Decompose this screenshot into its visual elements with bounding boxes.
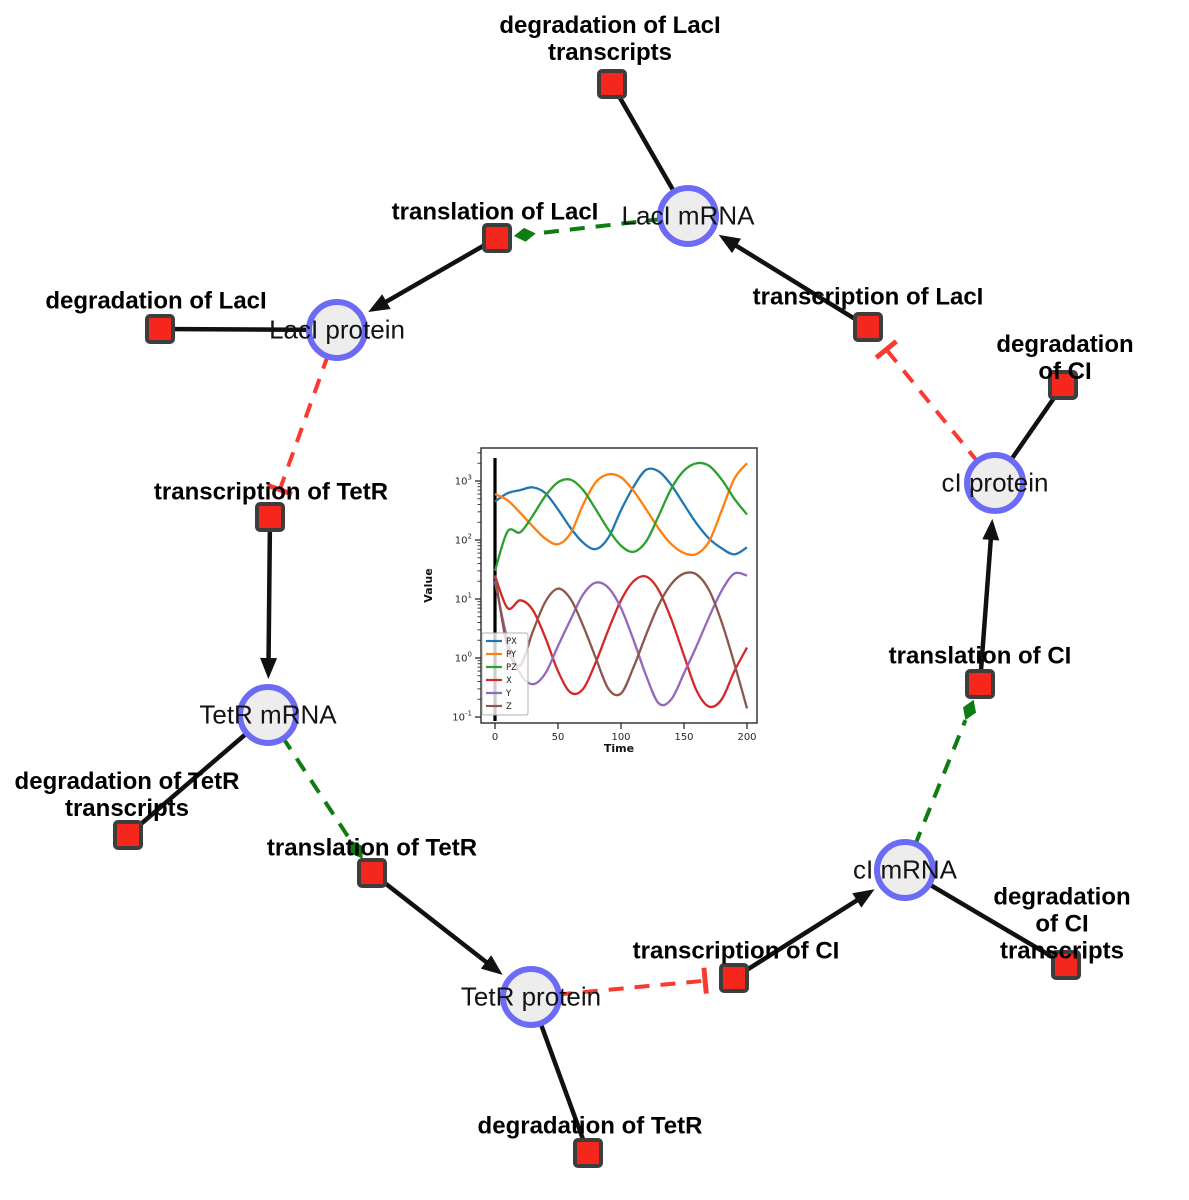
y-tick-label: 103 [455, 474, 472, 488]
y-tick-label: 10-1 [452, 710, 472, 724]
series-Z [493, 571, 749, 709]
modifier-diamond [963, 699, 977, 721]
arrowhead [480, 955, 503, 975]
reaction-node-translation-laci[interactable] [482, 223, 512, 253]
reaction-label-transcription-laci: transcription of LacI [752, 283, 984, 311]
edge-translation-ci-to-ci-protein [977, 518, 1000, 685]
edge-laci-mrna-to-translation-laci [513, 214, 689, 242]
x-tick-label: 150 [674, 732, 693, 743]
reaction-node-deg-tetr[interactable] [573, 1138, 603, 1168]
reaction-label-deg-ci-transcripts: degradation of CI transcripts [993, 883, 1131, 965]
species-label-ci-protein: cI protein [941, 467, 1049, 498]
y-tick-label: 100 [455, 651, 472, 665]
edge-tetr-mrna-to-translation-tetr [266, 713, 363, 859]
edge-ci-mrna-to-deg-ci-transcripts [903, 868, 1068, 967]
species-label-ci-mrna: cI mRNA [853, 854, 957, 885]
x-tick-label: 50 [552, 732, 565, 743]
series-PZ [493, 461, 748, 572]
reaction-label-transcription-tetr: transcription of TetR [153, 478, 389, 506]
reaction-node-transcription-laci[interactable] [853, 312, 883, 342]
reaction-label-deg-tetr: degradation of TetR [477, 1112, 703, 1140]
species-label-tetr-protein: TetR protein [460, 981, 602, 1012]
axes-box [480, 447, 758, 724]
x-axis-label: Time [604, 742, 634, 755]
inhibition-tee [701, 967, 709, 994]
reaction-label-deg-tetr-transcripts: degradation of TetR transcripts [14, 767, 240, 822]
series-PX [494, 467, 748, 556]
inhibition-tee [874, 339, 898, 360]
series-PY [494, 462, 748, 557]
reaction-node-deg-ci-transcripts[interactable] [1051, 950, 1081, 980]
edge-line [379, 236, 499, 308]
x-tick-label: 200 [737, 732, 756, 743]
reaction-label-deg-laci-transcripts: degradation of LacI transcripts [499, 11, 721, 66]
reaction-node-deg-laci[interactable] [145, 314, 175, 344]
reaction-label-deg-ci: degradation of CI [996, 330, 1134, 385]
reaction-node-deg-ci[interactable] [1048, 370, 1078, 400]
edge-line [370, 871, 493, 969]
species-node-ci-mrna[interactable] [874, 839, 936, 901]
reaction-node-translation-ci[interactable] [965, 669, 995, 699]
edge-translation-tetr-to-tetr-protein [370, 871, 503, 975]
legend-label-X: X [506, 676, 512, 686]
x-tick-label: 0 [492, 732, 498, 743]
edge-transcription-laci-to-laci-mrna [718, 234, 870, 329]
series-Y [493, 571, 748, 707]
reaction-node-transcription-tetr[interactable] [255, 502, 285, 532]
edge-line [729, 240, 870, 329]
reaction-node-deg-laci-transcripts[interactable] [597, 69, 627, 99]
edge-transcription-tetr-to-tetr-mrna [260, 516, 278, 680]
species-node-laci-mrna[interactable] [657, 185, 719, 247]
legend: PX PY PZ XYZ [481, 632, 529, 716]
edge-line [977, 532, 994, 685]
arrowhead [368, 294, 391, 313]
edge-transcription-ci-to-ci-mrna [732, 889, 875, 980]
arrowhead [718, 234, 741, 254]
reaction-label-translation-laci: translation of LacI [391, 198, 599, 226]
reaction-label-translation-ci: translation of CI [888, 642, 1072, 670]
reaction-node-transcription-ci[interactable] [719, 963, 749, 993]
legend-label-PX: PX [506, 637, 517, 647]
y-axis-label: Value [422, 568, 435, 602]
legend-label-PY: PY [506, 650, 517, 660]
legend-label-PZ: PZ [506, 663, 517, 673]
reaction-node-translation-tetr[interactable] [357, 858, 387, 888]
inhibition-tee [266, 482, 293, 497]
species-node-tetr-protein[interactable] [500, 966, 562, 1028]
arrowhead [260, 657, 278, 680]
legend-label-Y: Y [505, 689, 512, 699]
edge-translation-laci-to-laci-protein [368, 236, 499, 313]
edge-line [266, 516, 273, 666]
modifier-diamond [350, 840, 363, 859]
species-label-tetr-mrna: TetR mRNA [199, 699, 337, 730]
reaction-label-transcription-ci: transcription of CI [632, 937, 840, 965]
reaction-node-deg-tetr-transcripts[interactable] [113, 820, 143, 850]
inset-chart: 0 50 100 150 200 10-1 100 101 102 103 PX PY PZ XYZ Tim… [422, 447, 758, 755]
edge-line [903, 868, 1068, 967]
edge-line [732, 894, 864, 980]
y-tick-label: 102 [455, 533, 472, 547]
species-node-tetr-mrna[interactable] [237, 684, 299, 746]
series-X [493, 574, 749, 709]
arrowhead [982, 518, 1000, 541]
arrowhead [852, 889, 875, 908]
modifier-diamond [513, 227, 536, 242]
x-tick-label: 100 [611, 732, 630, 743]
species-label-laci-mrna: LacI mRNA [621, 200, 755, 231]
species-node-laci-protein[interactable] [306, 299, 368, 361]
y-tick-label: 101 [455, 592, 472, 606]
species-label-laci-protein: LacI protein [269, 314, 405, 345]
species-node-ci-protein[interactable] [964, 452, 1026, 514]
reaction-label-translation-tetr: translation of TetR [266, 834, 478, 862]
legend-label-Z: Z [506, 702, 512, 712]
reaction-label-deg-laci: degradation of LacI [45, 287, 267, 315]
